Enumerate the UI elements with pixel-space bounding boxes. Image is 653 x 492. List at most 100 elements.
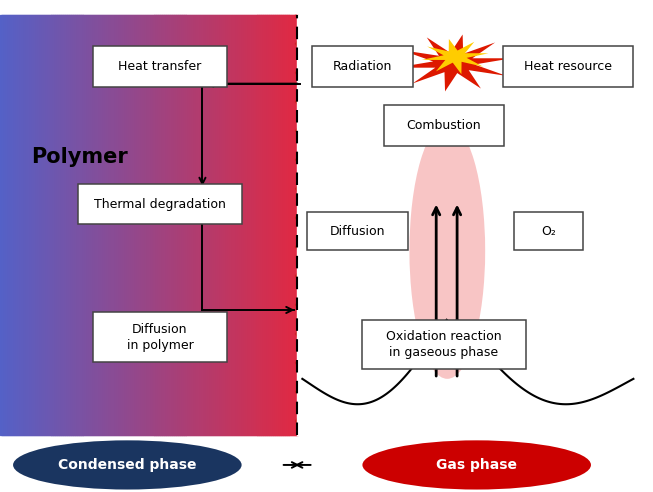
Bar: [97, 15, 101, 435]
Bar: [283, 15, 287, 435]
Bar: [172, 15, 176, 435]
Bar: [4, 15, 7, 435]
Bar: [155, 15, 158, 435]
Bar: [48, 15, 51, 435]
Bar: [261, 15, 264, 435]
Bar: [222, 15, 225, 435]
Bar: [34, 15, 37, 435]
Bar: [289, 15, 293, 435]
Text: Diffusion: Diffusion: [330, 225, 385, 238]
Bar: [81, 15, 84, 435]
Bar: [267, 15, 271, 435]
Bar: [192, 15, 195, 435]
Bar: [93, 15, 97, 435]
Bar: [46, 15, 49, 435]
Bar: [25, 15, 29, 435]
Bar: [71, 15, 74, 435]
Bar: [129, 15, 132, 435]
Bar: [50, 15, 53, 435]
Bar: [105, 15, 108, 435]
Text: Diffusion
in polymer: Diffusion in polymer: [127, 323, 193, 351]
Bar: [242, 15, 245, 435]
FancyBboxPatch shape: [93, 312, 227, 362]
Bar: [216, 15, 219, 435]
Bar: [63, 15, 67, 435]
Bar: [69, 15, 72, 435]
Bar: [293, 15, 296, 435]
Polygon shape: [396, 34, 512, 92]
Bar: [79, 15, 82, 435]
Bar: [257, 15, 261, 435]
Bar: [224, 15, 227, 435]
Bar: [168, 15, 172, 435]
Bar: [8, 15, 11, 435]
Bar: [73, 15, 76, 435]
Bar: [91, 15, 95, 435]
Bar: [136, 15, 140, 435]
Bar: [103, 15, 106, 435]
Bar: [14, 15, 17, 435]
Bar: [75, 15, 78, 435]
Bar: [59, 15, 63, 435]
Bar: [174, 15, 178, 435]
Bar: [208, 15, 212, 435]
Bar: [125, 15, 128, 435]
Bar: [253, 15, 257, 435]
Text: Thermal degradation: Thermal degradation: [94, 198, 226, 211]
Bar: [236, 15, 239, 435]
Bar: [194, 15, 197, 435]
Bar: [99, 15, 103, 435]
Bar: [265, 15, 269, 435]
Bar: [180, 15, 183, 435]
Bar: [113, 15, 116, 435]
Bar: [107, 15, 110, 435]
Text: Radiation: Radiation: [333, 60, 392, 73]
Bar: [163, 15, 166, 435]
Bar: [95, 15, 99, 435]
Bar: [204, 15, 207, 435]
Bar: [16, 15, 19, 435]
Bar: [144, 15, 148, 435]
FancyBboxPatch shape: [362, 320, 526, 369]
Text: Polymer: Polymer: [31, 148, 128, 167]
Bar: [176, 15, 180, 435]
Bar: [52, 15, 55, 435]
Text: Heat transfer: Heat transfer: [118, 60, 202, 73]
Bar: [202, 15, 205, 435]
Bar: [281, 15, 285, 435]
Polygon shape: [422, 39, 488, 74]
Bar: [276, 15, 279, 435]
Bar: [133, 15, 136, 435]
Bar: [297, 15, 653, 435]
Bar: [157, 15, 160, 435]
Bar: [65, 15, 69, 435]
Bar: [44, 15, 47, 435]
Bar: [230, 15, 233, 435]
Bar: [255, 15, 259, 435]
Bar: [278, 15, 281, 435]
Bar: [295, 15, 298, 435]
Bar: [238, 15, 241, 435]
Bar: [182, 15, 185, 435]
FancyBboxPatch shape: [78, 184, 242, 224]
Text: Oxidation reaction
in gaseous phase: Oxidation reaction in gaseous phase: [386, 330, 502, 359]
Bar: [0, 15, 3, 435]
Text: Gas phase: Gas phase: [436, 458, 517, 472]
Bar: [232, 15, 235, 435]
Bar: [119, 15, 122, 435]
Bar: [148, 15, 152, 435]
Bar: [244, 15, 247, 435]
Bar: [167, 15, 170, 435]
Text: Combustion: Combustion: [407, 119, 481, 132]
Bar: [210, 15, 214, 435]
Bar: [246, 15, 249, 435]
Bar: [270, 15, 273, 435]
Bar: [18, 15, 21, 435]
Bar: [131, 15, 134, 435]
Bar: [170, 15, 174, 435]
Bar: [184, 15, 187, 435]
Bar: [56, 15, 59, 435]
Bar: [115, 15, 118, 435]
Bar: [140, 15, 144, 435]
Bar: [117, 15, 120, 435]
